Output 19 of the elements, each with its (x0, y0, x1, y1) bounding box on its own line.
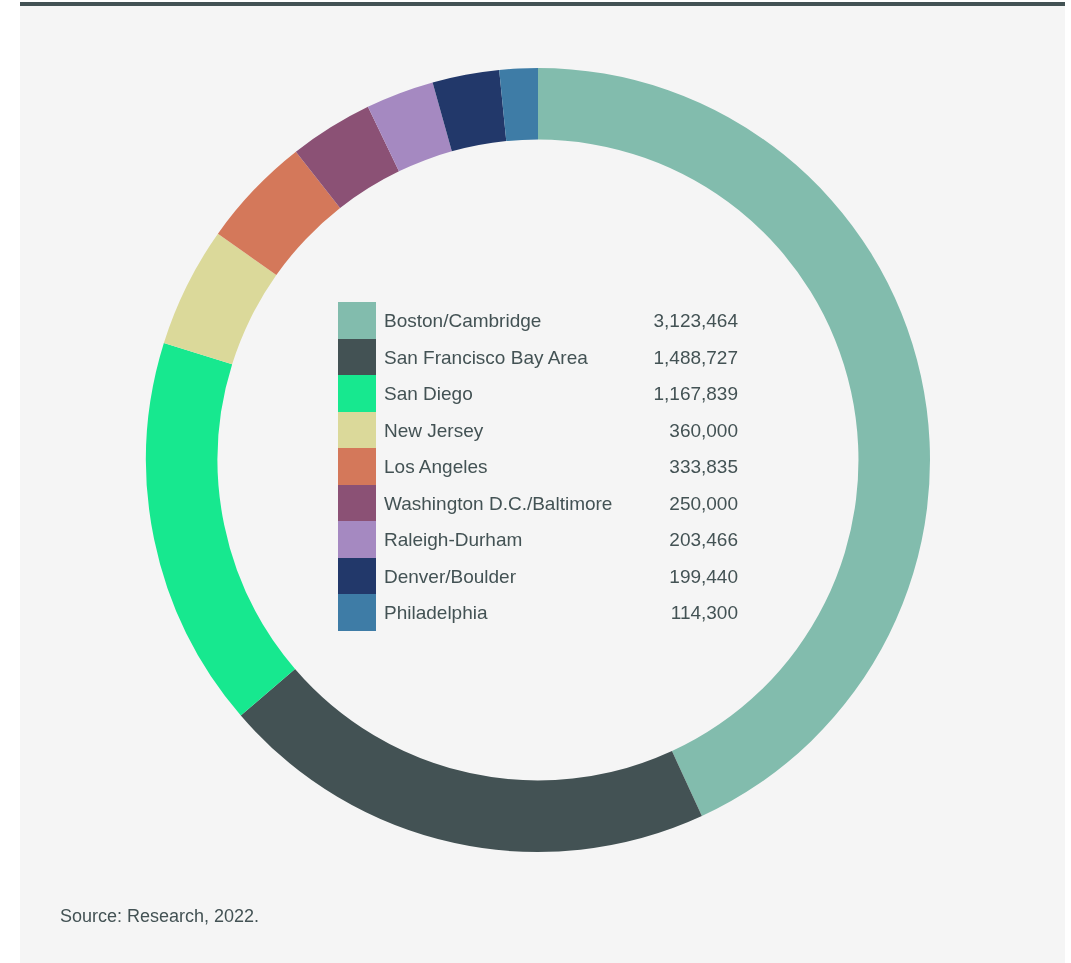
legend-label: Washington D.C./Baltimore (384, 492, 613, 515)
legend-label: Denver/Boulder (384, 565, 517, 588)
data-label: 333,835 (669, 456, 738, 478)
data-label: 1,167,839 (653, 383, 738, 405)
legend-label: Raleigh-Durham (384, 529, 523, 551)
data-label: 199,440 (669, 565, 738, 588)
data-label: 114,300 (670, 602, 738, 624)
data-label: 250,000 (669, 492, 738, 515)
legend-label: New Jersey (384, 419, 484, 442)
legend-label: Philadelphia (384, 602, 488, 624)
data-label: 3,123,464 (653, 310, 738, 332)
legend-label: Boston/Cambridge (384, 310, 542, 332)
legend-label: Los Angeles (384, 456, 488, 478)
legend-label: San Diego (384, 383, 473, 405)
data-label: 203,466 (669, 529, 738, 551)
source-note: Source: Research, 2022. (60, 906, 260, 927)
data-label: 360,000 (669, 419, 738, 442)
data-label: 1,488,727 (653, 346, 738, 369)
legend-label: San Francisco Bay Area (384, 346, 588, 369)
